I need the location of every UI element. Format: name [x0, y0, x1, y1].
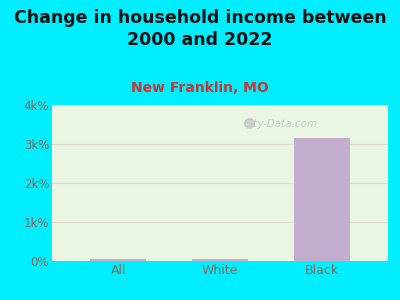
Text: Change in household income between
2000 and 2022: Change in household income between 2000 … [14, 9, 386, 49]
Text: City-Data.com: City-Data.com [244, 119, 318, 129]
Text: New Franklin, MO: New Franklin, MO [131, 81, 269, 95]
Bar [294, 138, 350, 261]
Bar [90, 259, 146, 261]
Bar [192, 259, 248, 261]
